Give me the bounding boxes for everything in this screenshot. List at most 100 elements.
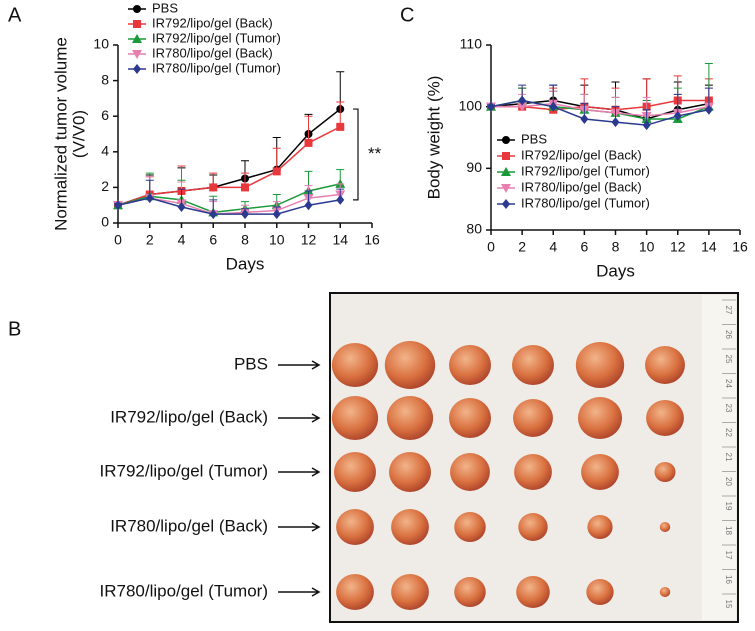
tumor <box>645 346 685 384</box>
ruler-label: 18 <box>724 526 733 535</box>
panel-label: B <box>8 318 21 340</box>
marker <box>517 102 528 112</box>
x-tick-label: 0 <box>114 232 122 248</box>
marker <box>272 209 281 220</box>
legend-label: PBS <box>152 0 178 15</box>
panel-label: A <box>8 4 22 26</box>
x-axis-title: Days <box>226 254 265 273</box>
legend-label: PBS <box>521 131 547 146</box>
ruler-label: 24 <box>724 379 733 388</box>
x-tick-label: 16 <box>732 239 748 255</box>
marker <box>272 167 281 176</box>
x-tick-label: 8 <box>612 239 620 255</box>
tumor <box>391 574 429 610</box>
y-tick-label: 80 <box>466 221 482 237</box>
series-line <box>491 99 709 111</box>
arrow <box>278 467 321 477</box>
row-label: IR780/lipo/gel (Back) <box>110 516 268 535</box>
row-label: IR780/lipo/gel (Tumor) <box>100 581 269 600</box>
marker <box>133 20 141 28</box>
arrow <box>278 413 321 423</box>
error-bar <box>304 115 313 143</box>
x-tick-label: 0 <box>487 239 495 255</box>
legend-label: IR792/lipo/gel (Tumor) <box>521 163 650 178</box>
marker <box>209 209 218 220</box>
marker <box>501 167 511 176</box>
x-tick-label: 12 <box>301 232 317 248</box>
tumor <box>336 574 374 610</box>
arrow <box>278 360 321 370</box>
series-line <box>490 99 710 126</box>
tumor <box>449 345 491 385</box>
x-tick-label: 4 <box>549 239 557 255</box>
marker <box>114 200 122 211</box>
tumor <box>513 399 553 437</box>
significance-bracket <box>353 108 359 201</box>
marker <box>642 120 651 131</box>
arrow <box>278 587 321 597</box>
tumor <box>646 400 684 436</box>
tumor <box>659 522 671 532</box>
tumor <box>518 513 548 541</box>
marker <box>145 193 154 204</box>
tumor <box>516 576 550 608</box>
y-tick-label: 0 <box>101 214 109 230</box>
marker <box>502 136 510 144</box>
legend-label: IR780/lipo/gel (Back) <box>521 179 642 194</box>
marker <box>133 5 141 13</box>
x-tick-label: 12 <box>670 239 686 255</box>
x-tick-label: 4 <box>178 232 186 248</box>
marker <box>304 200 313 211</box>
x-tick-label: 8 <box>241 232 249 248</box>
tumor <box>331 396 379 440</box>
panel-label: C <box>400 4 414 26</box>
series-line <box>117 197 341 215</box>
marker <box>132 34 142 43</box>
annotation: ** <box>368 144 382 163</box>
series-line <box>117 126 341 206</box>
ruler-label: 27 <box>724 306 733 315</box>
tumor <box>512 345 554 385</box>
x-tick-label: 6 <box>209 232 217 248</box>
marker <box>133 64 141 74</box>
y-tick-label: 2 <box>101 178 109 194</box>
series-line <box>491 102 710 117</box>
y-tick-label: 6 <box>101 107 109 123</box>
y-tick-label: 90 <box>466 159 482 175</box>
tumor <box>386 396 434 440</box>
tumor <box>384 341 436 389</box>
tumor <box>454 577 486 607</box>
tumor <box>336 509 374 545</box>
tumor <box>389 452 431 492</box>
ruler-label: 19 <box>724 502 733 511</box>
marker <box>501 184 511 193</box>
tumor <box>659 587 671 597</box>
marker <box>209 183 218 192</box>
ruler-label: 26 <box>724 330 733 339</box>
x-axis-title: Days <box>596 261 635 280</box>
tumor <box>586 579 614 605</box>
tumor <box>334 452 376 492</box>
x-tick-label: 16 <box>364 232 380 248</box>
legend-label: IR792/lipo/gel (Back) <box>152 15 273 30</box>
x-tick-label: 6 <box>580 239 588 255</box>
ruler-label: 20 <box>724 477 733 486</box>
tumor <box>575 342 625 388</box>
marker <box>241 183 249 192</box>
tumor <box>449 398 491 438</box>
ruler-label: 15 <box>724 600 733 609</box>
y-tick-label: 10 <box>93 36 109 52</box>
ruler-label: 17 <box>724 551 733 560</box>
marker <box>580 114 589 124</box>
y-axis-title: (V/V0) <box>69 110 88 158</box>
marker <box>132 50 142 59</box>
marker <box>241 209 249 220</box>
legend-label: IR792/lipo/gel (Back) <box>521 147 642 162</box>
y-tick-label: 110 <box>460 36 483 52</box>
marker <box>611 117 620 128</box>
ruler-label: 22 <box>724 428 733 437</box>
y-tick-label: 100 <box>459 97 483 113</box>
y-axis-title: Normalized tumor volume <box>51 37 70 231</box>
legend-label: IR780/lipo/gel (Back) <box>152 45 273 60</box>
